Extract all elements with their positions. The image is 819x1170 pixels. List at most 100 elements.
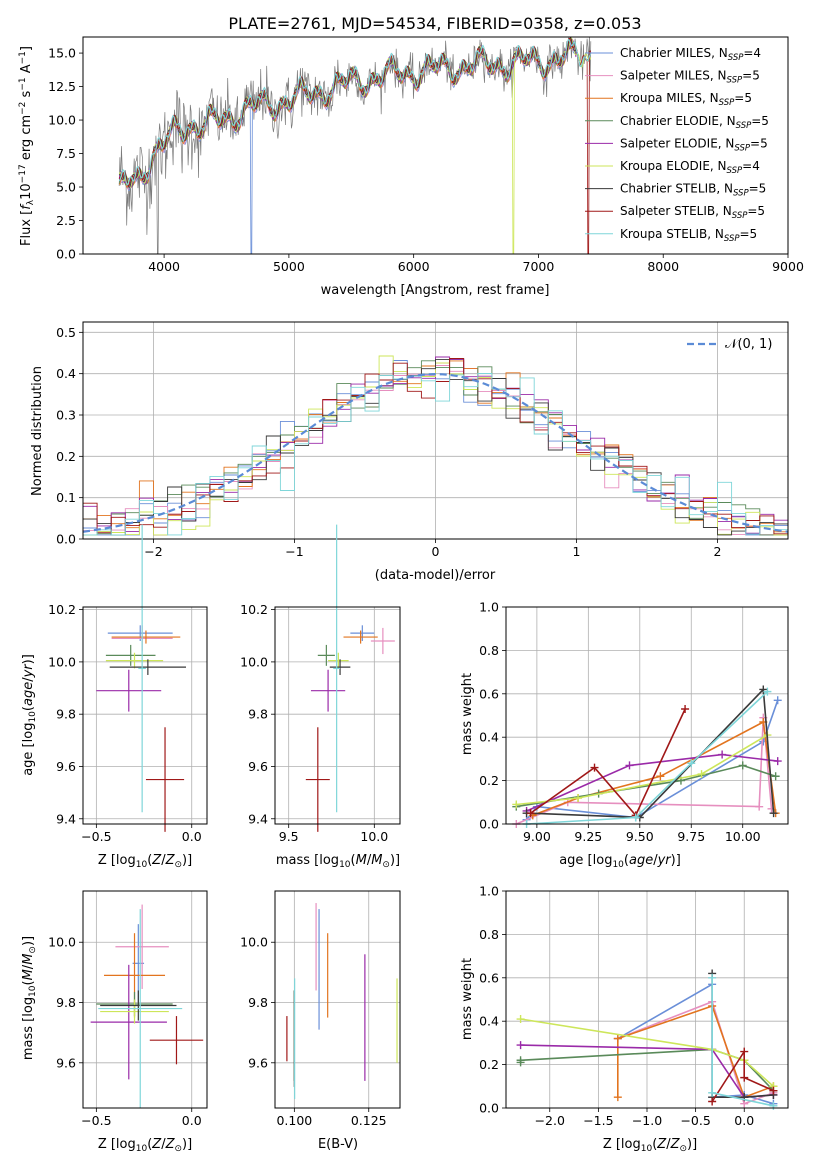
weight-series-4 [526, 753, 778, 812]
x-tick-label: 9.75 [677, 829, 705, 844]
y-tick-label: 9.8 [56, 995, 76, 1010]
weight-marker [763, 687, 772, 696]
y-tick-label: 9.4 [248, 811, 268, 826]
weight-series-2 [532, 720, 777, 817]
weight-marker [738, 761, 747, 770]
y-tick-label: 10.0 [240, 654, 268, 669]
weight-marker [740, 1047, 749, 1056]
y-tick-label: 1.0 [479, 884, 499, 899]
weight-marker [687, 759, 696, 768]
weight-marker [773, 696, 782, 705]
weight-marker [613, 1093, 622, 1102]
model-spectrum-8 [118, 38, 592, 186]
weight-marker [708, 1097, 717, 1106]
legend-label: Chabrier MILES, NSSP=4 [620, 46, 761, 63]
weight-marker [697, 770, 706, 779]
x-tick-label: −0.5 [81, 829, 111, 844]
model-spectrum-6 [118, 37, 591, 188]
weight-marker [574, 793, 583, 802]
z-xlabel-3: Z [log10(Z/Z⊙)] [603, 1137, 697, 1154]
ebv-xlabel: E(B-V) [318, 1137, 358, 1152]
y-tick-label: 0.0 [56, 532, 76, 547]
y-tick-label: 0.6 [479, 970, 499, 985]
y-tick-label: 0.0 [56, 247, 76, 262]
age-vs-metallicity-panel: −0.5 0.0 9.4 9.6 9.8 10.0 10.2 [48, 524, 208, 844]
x-tick-label: −0.5 [680, 1113, 710, 1128]
weight-marker [755, 802, 764, 811]
x-tick-label: 7000 [523, 259, 555, 274]
x-tick-label: −2.0 [535, 1113, 565, 1128]
weight-vs-metallicity-panel: −2.0 −1.5 −1.0 −0.5 0.0 0.0 0.2 0.4 0.6 0.8 1.0 [479, 884, 789, 1128]
y-tick-label: 0.1 [56, 490, 76, 505]
x-tick-label: 9.5 [279, 829, 299, 844]
spectrum-lines [118, 37, 592, 254]
weight-series-7 [711, 1048, 774, 1102]
x-tick-label: 4000 [148, 259, 180, 274]
legend-label: Kroupa ELODIE, NSSP=4 [620, 159, 760, 176]
x-tick-label: 0.100 [276, 1113, 312, 1128]
y-tick-label: 10.0 [48, 113, 76, 128]
spectrum-series [118, 37, 592, 254]
x-tick-label: 0.125 [351, 1113, 387, 1128]
weight-series-5 [520, 1018, 774, 1087]
age-ylabel: age [log10(age/yr)] [21, 654, 38, 776]
weight-marker [759, 685, 768, 694]
x-tick-label: 10.0 [360, 829, 388, 844]
x-tick-label: 5000 [273, 259, 305, 274]
residual-ylabel: Normed distribution [30, 366, 45, 496]
x-tick-label: 8000 [647, 259, 679, 274]
x-tick-label: 0.0 [182, 1113, 202, 1128]
weight-marker [526, 809, 535, 818]
weight-series-7 [530, 708, 686, 817]
panel-frame [505, 606, 789, 825]
y-tick-label: 15.0 [48, 46, 76, 61]
y-tick-label: 9.6 [248, 759, 268, 774]
weight-marker [771, 772, 780, 781]
model-spectrum-5 [118, 37, 592, 254]
residual-histograms [82, 355, 789, 536]
y-tick-label: 0.8 [479, 643, 499, 658]
x-tick-label: 0.0 [734, 1113, 754, 1128]
panel-frame [505, 890, 789, 1109]
weight-marker [613, 1034, 622, 1043]
y-tick-label: 0.5 [56, 325, 76, 340]
histogram-5 [83, 355, 788, 536]
weight-marker [590, 763, 599, 772]
normal-curve [82, 372, 789, 533]
y-tick-label: 0.0 [479, 817, 499, 832]
age-xlabel-2: age [log10(age/yr)] [559, 853, 681, 870]
weight-marker [773, 757, 782, 766]
x-tick-label: 9.50 [626, 829, 654, 844]
spectrum-ticks: 4000 5000 6000 7000 8000 9000 0.0 2.5 5.0 7.5 10.0… [48, 46, 804, 274]
y-tick-label: 5.0 [56, 180, 76, 195]
weight-marker [769, 809, 778, 818]
x-tick-label: −1.0 [632, 1113, 662, 1128]
weight-ylabel-2: mass weight [460, 958, 475, 1040]
y-tick-label: 10.2 [240, 602, 268, 617]
mass-vs-metallicity-panel: −0.5 0.0 9.6 9.8 10.0 [48, 890, 208, 1128]
weight-marker [516, 1056, 525, 1065]
y-tick-label: 10.0 [48, 654, 76, 669]
x-tick-label: −0.5 [81, 1113, 111, 1128]
weight-marker [767, 804, 776, 813]
y-tick-label: 0.2 [479, 1057, 499, 1072]
y-tick-label: 9.8 [248, 995, 268, 1010]
weight-marker [708, 973, 717, 982]
y-tick-label: 1.0 [479, 600, 499, 615]
panel-frame [82, 890, 208, 1109]
x-tick-label: 10.00 [725, 829, 761, 844]
x-tick-label: −2 [144, 544, 162, 559]
model-spectrum-7 [118, 37, 592, 254]
y-tick-label: 9.8 [56, 707, 76, 722]
y-tick-label: 0.4 [479, 1014, 499, 1029]
mass-ylabel: mass [log10(M/M⊙)] [21, 936, 38, 1060]
weight-series-8 [526, 691, 768, 825]
mass-xlabel-1: mass [log10(M/M⊙)] [276, 853, 400, 870]
weight-marker [512, 800, 521, 809]
panel-frame [274, 890, 401, 1109]
spectrum-xlabel: wavelength [Angstrom, rest frame] [321, 283, 550, 298]
x-tick-label: 9.25 [574, 829, 602, 844]
weight-marker [740, 1073, 749, 1082]
mass-vs-ebv-panel: 0.100 0.125 9.6 9.8 10.0 [240, 890, 401, 1128]
